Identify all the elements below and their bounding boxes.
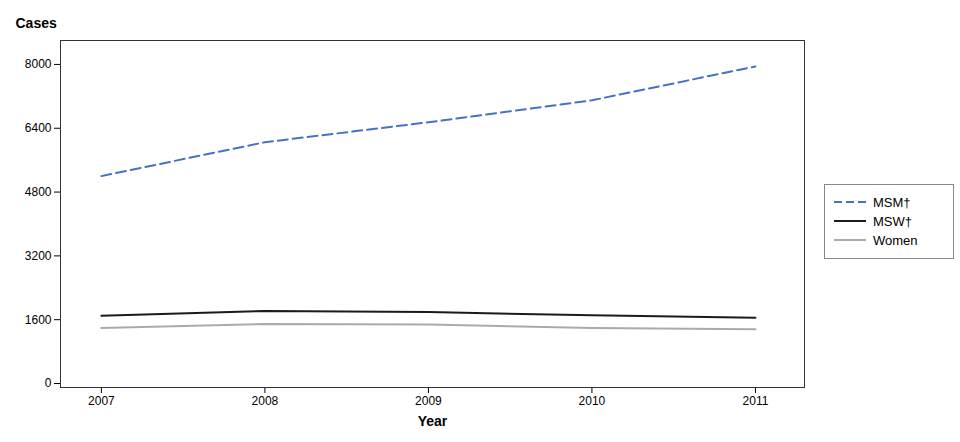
svg-text:6400: 6400	[25, 121, 52, 135]
svg-text:2011: 2011	[743, 394, 769, 408]
svg-text:2008: 2008	[252, 394, 279, 408]
html-text:Women: Women	[873, 232, 918, 248]
svg-text:3200: 3200	[25, 249, 52, 263]
svg-text:0: 0	[45, 376, 52, 390]
svg-text:Year: Year	[418, 413, 448, 429]
svg-text:1600: 1600	[25, 313, 52, 327]
svg-text:2009: 2009	[415, 394, 442, 408]
html-text:MSM†: MSM†	[873, 194, 911, 210]
svg-text:8000: 8000	[25, 57, 52, 71]
svg-text:2007: 2007	[88, 394, 115, 408]
svg-text:2010: 2010	[579, 394, 606, 408]
svg-text:Cases: Cases	[16, 15, 57, 31]
svg-text:4800: 4800	[25, 185, 52, 199]
html-text:MSW†: MSW†	[873, 213, 912, 229]
